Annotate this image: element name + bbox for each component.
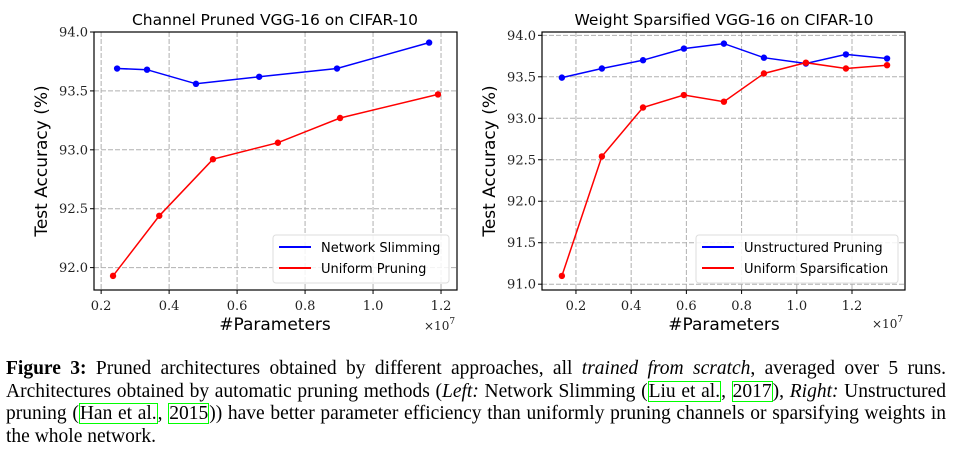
- series-line-unstructured-pruning: [561, 42, 888, 79]
- caption-text: ,: [157, 403, 169, 424]
- y-tick-label: 93.0: [59, 143, 88, 158]
- data-point-unstructured-pruning: [760, 54, 768, 61]
- data-point-uniform-sparsification: [760, 70, 768, 77]
- data-point-uniform-sparsification: [720, 98, 728, 105]
- caption-italic: Left:: [441, 380, 479, 402]
- data-point-network-slimming: [255, 73, 263, 80]
- data-point-uniform-sparsification: [802, 59, 810, 66]
- legend-label-uniform-sparsification: Uniform Sparsification: [744, 262, 888, 277]
- data-point-unstructured-pruning: [842, 51, 850, 58]
- x-tick-label: 0.8: [295, 299, 316, 314]
- y-tick-label: 93.0: [507, 112, 536, 127]
- caption-text: ,: [721, 380, 732, 402]
- y-tick-label: 92.5: [59, 202, 88, 217]
- data-point-uniform-sparsification: [639, 104, 647, 111]
- x-tick-label: 1.2: [431, 299, 452, 314]
- y-axis-label: Test Accuracy (%): [480, 85, 500, 237]
- x-tick-label: 0.4: [159, 299, 180, 314]
- data-point-uniform-pruning: [336, 114, 344, 122]
- chart-weight-sparsified: Weight Sparsified VGG-16 on CIFAR-10 0.2…: [480, 11, 906, 335]
- figure-label: Figure 3:: [6, 358, 87, 379]
- citation-link-liu-year[interactable]: 2017: [731, 380, 773, 402]
- caption-text: Unstructured pruning (: [6, 380, 946, 425]
- series-line-uniform-pruning: [112, 93, 439, 277]
- caption-italic: Right:: [789, 380, 839, 402]
- x-axis-label: #Parameters: [219, 315, 331, 335]
- data-point-unstructured-pruning: [639, 57, 647, 64]
- x-tick-label: 1.2: [842, 299, 863, 314]
- y-tick-label: 91.5: [507, 236, 536, 251]
- chart-title: Channel Pruned VGG-16 on CIFAR-10: [132, 11, 418, 29]
- legend-label-unstructured-pruning: Unstructured Pruning: [744, 241, 883, 256]
- data-point-network-slimming: [192, 80, 200, 88]
- x-tick-label: 1.0: [363, 299, 384, 314]
- x-tick-label: 0.4: [621, 299, 642, 314]
- data-point-uniform-pruning: [109, 272, 117, 280]
- data-point-uniform-pruning: [156, 212, 163, 219]
- y-tick-label: 92.0: [59, 261, 88, 276]
- x-multiplier: ×107: [424, 317, 455, 333]
- x-axis-label: #Parameters: [668, 315, 780, 335]
- data-point-unstructured-pruning: [680, 45, 688, 52]
- x-tick-label: 0.6: [227, 299, 248, 314]
- chart-title: Weight Sparsified VGG-16 on CIFAR-10: [575, 11, 874, 29]
- data-point-network-slimming: [425, 39, 433, 46]
- series-line-network-slimming: [117, 41, 430, 85]
- data-point-uniform-sparsification: [883, 61, 891, 69]
- legend-label-uniform-pruning: Uniform Pruning: [321, 262, 426, 277]
- data-point-unstructured-pruning: [720, 40, 728, 47]
- x-tick-label: 0.8: [731, 299, 752, 314]
- caption-text: ),: [772, 380, 790, 402]
- legend-label-network-slimming: Network Slimming: [321, 241, 440, 256]
- caption-text: Network Slimming (: [478, 380, 648, 402]
- data-point-uniform-pruning: [209, 156, 217, 163]
- x-tick-label: 0.2: [566, 299, 587, 314]
- chart-channel-pruned: Channel Pruned VGG-16 on CIFAR-10 0.2 0.4…: [32, 11, 458, 335]
- data-point-network-slimming: [143, 66, 151, 73]
- x-multiplier: ×107: [872, 315, 903, 331]
- data-point-unstructured-pruning: [598, 65, 606, 72]
- x-tick-label: 0.6: [676, 299, 697, 314]
- citation-link-han-authors[interactable]: Han et al.: [78, 403, 158, 424]
- y-tick-label: 92.0: [507, 195, 536, 210]
- citation-link-han-year[interactable]: 2015: [168, 403, 210, 424]
- data-point-unstructured-pruning: [558, 74, 566, 81]
- data-point-uniform-sparsification: [842, 65, 850, 72]
- y-tick-label: 94.0: [59, 26, 88, 41]
- y-tick-label: 92.5: [507, 153, 536, 168]
- data-point-network-slimming: [333, 65, 341, 72]
- caption-text: Pruned architectures obtained by differe…: [86, 358, 582, 379]
- plot-frame: [93, 31, 458, 291]
- x-tick-label: 1.0: [786, 299, 807, 314]
- y-axis-label: Test Accuracy (%): [32, 85, 52, 237]
- figure-caption: Figure 3: Pruned architectures obtained …: [6, 358, 946, 448]
- y-tick-label: 94.0: [507, 29, 536, 44]
- data-point-uniform-sparsification: [680, 91, 688, 99]
- data-point-uniform-sparsification: [558, 272, 566, 280]
- data-point-uniform-sparsification: [598, 153, 606, 160]
- x-tick-label: 0.2: [91, 299, 112, 314]
- data-point-unstructured-pruning: [883, 55, 891, 62]
- y-tick-label: 93.5: [59, 84, 88, 99]
- legend: Network Slimming Uniform Pruning: [272, 234, 450, 284]
- citation-link-liu-authors[interactable]: Liu et al.: [647, 380, 722, 402]
- data-point-network-slimming: [113, 65, 121, 72]
- caption-text: , averaged over 5 runs. Architectures ob…: [6, 358, 946, 402]
- data-point-uniform-pruning: [274, 139, 282, 146]
- figure-charts: Channel Pruned VGG-16 on CIFAR-10 0.2 0.4…: [32, 11, 906, 335]
- data-point-uniform-pruning: [434, 91, 442, 98]
- caption-italic: trained from scratch: [581, 358, 751, 379]
- plot-frame: [541, 31, 906, 291]
- caption-text: )) have better parameter efficiency than…: [6, 403, 947, 447]
- y-tick-label: 91.0: [507, 278, 536, 293]
- legend: Unstructured Pruning Uniform Sparsificat…: [695, 234, 899, 284]
- y-tick-label: 93.5: [507, 70, 536, 85]
